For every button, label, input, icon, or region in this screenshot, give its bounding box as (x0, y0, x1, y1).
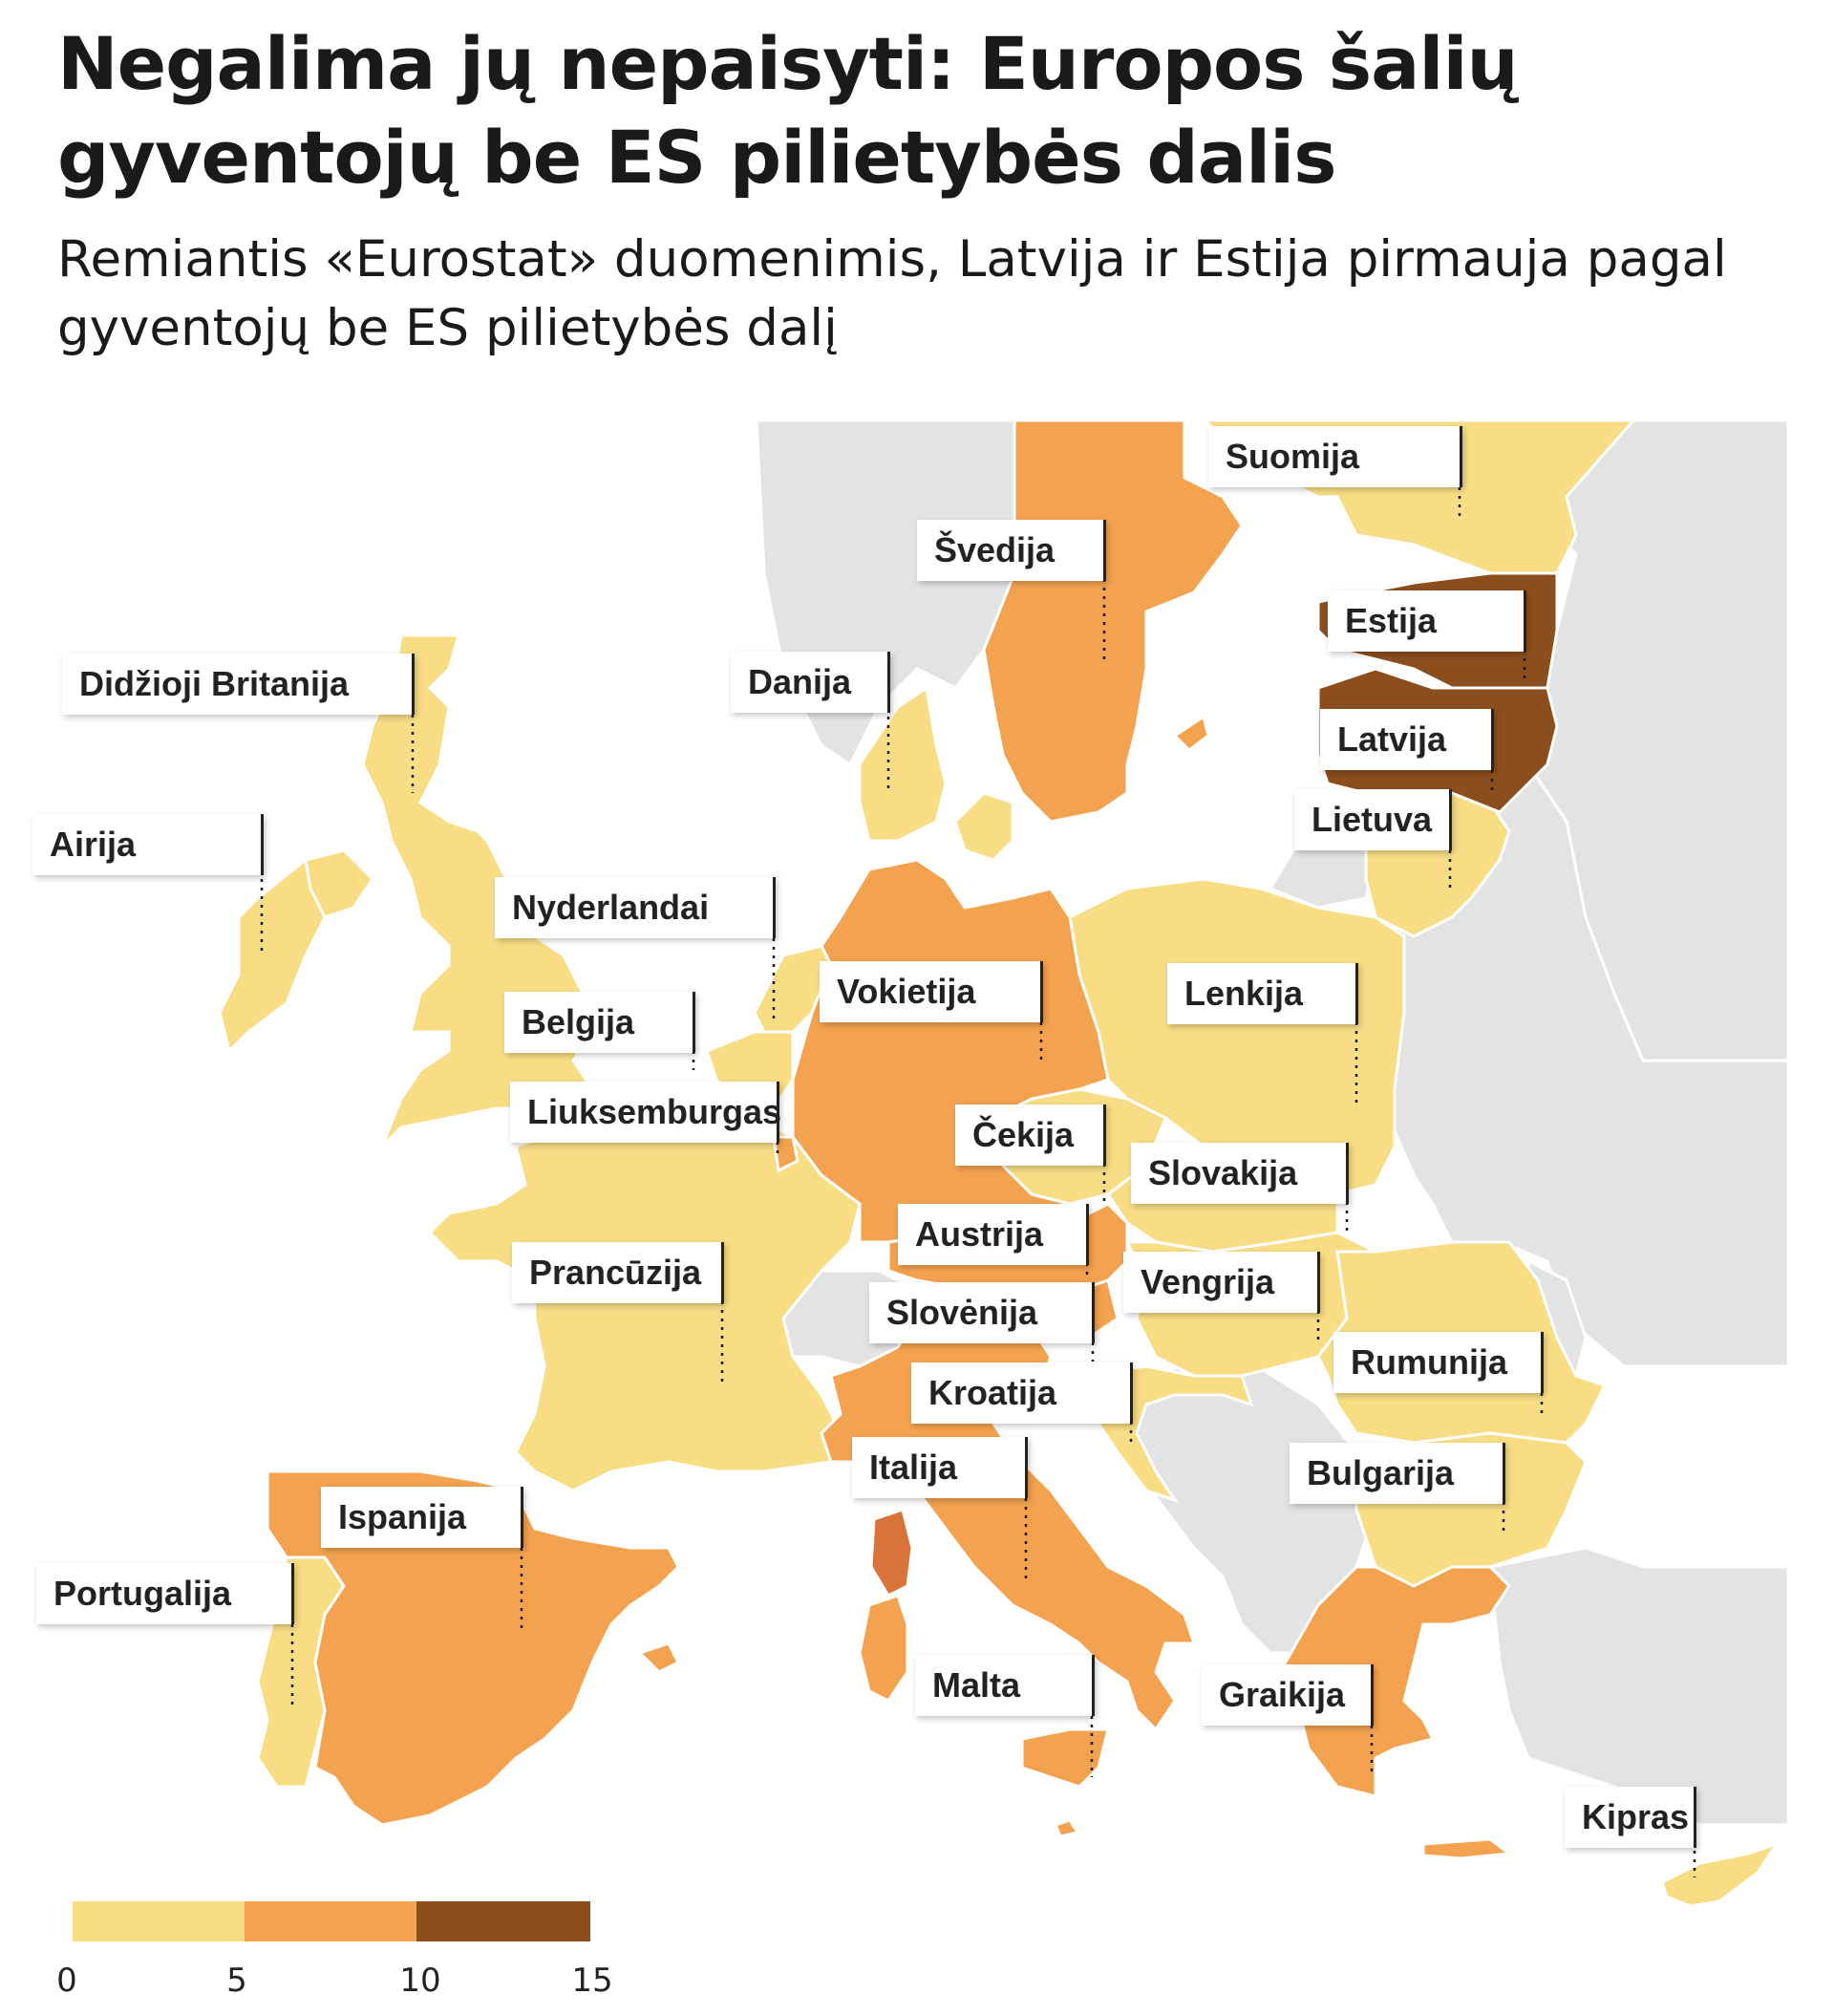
country-label-kroatija: Kroatija (911, 1362, 1133, 1424)
denmark-shape (858, 685, 948, 843)
country-label-malta: Malta (915, 1655, 1095, 1716)
country-label-slovakija: Slovakija (1131, 1143, 1349, 1204)
germany-shape (791, 858, 1110, 1244)
legend-tick-0: 0 (56, 1962, 77, 2000)
spain-shape (266, 1469, 680, 1827)
map-title: Negalima jų nepaisyti: Europos šalių gyv… (57, 21, 1519, 200)
country-label-suomija: Suomija (1208, 426, 1462, 487)
sweden-shape (982, 418, 1244, 824)
country-label-rumunija: Rumunija (1333, 1332, 1544, 1393)
legend-bin-0-5 (73, 1901, 245, 1941)
country-label-bulgarija: Bulgarija (1290, 1443, 1505, 1504)
northern-ireland-shape (304, 848, 374, 919)
gotland-shape (1172, 714, 1210, 752)
sardinia-shape (858, 1594, 909, 1703)
country-label-liuksemburgas: Liuksemburgas (510, 1082, 781, 1143)
country-label-danija: Danija (731, 652, 890, 713)
country-label-vokietija: Vokietija (820, 961, 1043, 1022)
legend-tick-15: 15 (571, 1962, 613, 2000)
norway-region (755, 418, 1016, 767)
country-label-vengrija: Vengrija (1123, 1252, 1320, 1313)
country-label-cekija: Čekija (955, 1105, 1106, 1166)
country-label-svedija: Švedija (917, 520, 1106, 581)
country-label-austrija: Austrija (898, 1204, 1089, 1265)
country-label-portugalija: Portugalija (36, 1563, 294, 1624)
country-label-ispanija: Ispanija (321, 1487, 523, 1548)
country-label-italija: Italija (852, 1437, 1028, 1498)
country-label-didzioji-britanija: Didžioji Britanija (62, 654, 415, 715)
crete-shape (1421, 1837, 1513, 1860)
legend-tick-10: 10 (399, 1962, 441, 2000)
luxembourg-shape (772, 1135, 800, 1173)
balearic-shape (637, 1641, 681, 1674)
country-label-lenkija: Lenkija (1167, 963, 1358, 1024)
turkey-region (1488, 1546, 1790, 1827)
map-subtitle: Remiantis «Eurostat» duomenimis, Latvija… (57, 230, 1727, 357)
legend-tick-5: 5 (226, 1962, 247, 2000)
sardinia-highlight (869, 1508, 914, 1598)
country-label-belgija: Belgija (504, 992, 695, 1053)
country-label-latvija: Latvija (1320, 709, 1494, 770)
poland-shape (1068, 877, 1406, 1196)
leader-lines (260, 487, 1696, 1877)
country-label-nyderlandai: Nyderlandai (495, 877, 776, 938)
bin-5-10-countries (266, 418, 1513, 1860)
denmark-islands-shape (953, 791, 1014, 862)
greece-shape (1278, 1565, 1511, 1798)
legend-bin-10-15 (416, 1901, 590, 1941)
country-label-graikija: Graikija (1202, 1664, 1374, 1726)
legend-bin-5-10 (245, 1901, 416, 1941)
country-label-lietuva: Lietuva (1294, 789, 1452, 850)
country-label-prancuzija: Prancūzija (512, 1242, 724, 1303)
country-label-airija: Airija (32, 814, 264, 875)
cyprus-shape (1660, 1841, 1781, 1908)
country-label-estija: Estija (1328, 590, 1526, 652)
sicily-shape (1020, 1727, 1110, 1789)
country-label-kipras: Kipras (1565, 1787, 1696, 1848)
country-label-slovenija: Slovėnija (869, 1282, 1095, 1343)
malta-shape (1053, 1818, 1080, 1838)
